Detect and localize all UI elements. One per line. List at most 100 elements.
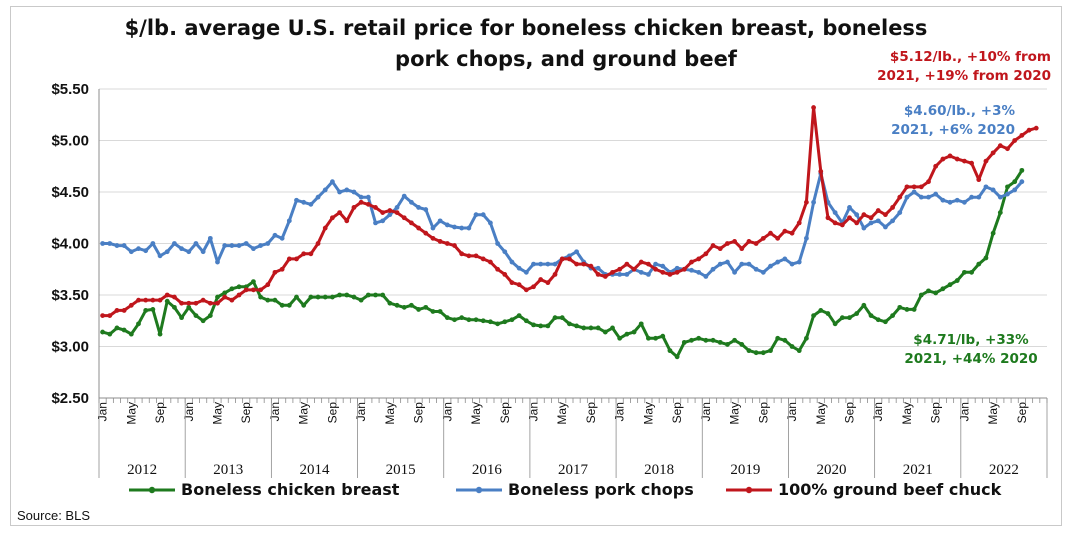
data-point <box>136 321 141 327</box>
data-point <box>272 232 278 238</box>
chart-title-line-2: pork chops, and ground beef <box>395 47 738 71</box>
data-point <box>315 241 321 246</box>
data-point <box>193 300 199 306</box>
data-point <box>940 156 946 162</box>
data-point <box>847 315 852 321</box>
data-point <box>236 284 242 290</box>
data-point <box>868 220 874 226</box>
data-point <box>279 302 285 308</box>
data-point <box>100 329 105 335</box>
y-tick-label: $5.00 <box>51 133 89 150</box>
data-point <box>236 243 242 248</box>
data-point <box>990 187 996 193</box>
data-point <box>401 304 407 310</box>
data-point <box>559 256 565 262</box>
data-point <box>897 194 903 200</box>
x-month-label: Jan <box>268 402 282 421</box>
data-point <box>818 308 824 313</box>
data-point <box>703 337 709 343</box>
data-point <box>574 261 579 267</box>
data-point <box>804 199 809 205</box>
data-point <box>574 323 579 329</box>
data-point <box>143 297 149 303</box>
series-line <box>102 169 1024 359</box>
data-point <box>595 265 601 271</box>
data-point <box>423 304 429 310</box>
data-point <box>983 158 989 164</box>
data-point <box>516 313 522 318</box>
data-point <box>294 294 299 300</box>
data-point <box>337 189 342 195</box>
data-point <box>136 297 141 303</box>
data-point <box>236 292 242 298</box>
x-month-label: May <box>469 402 483 425</box>
data-point <box>739 261 745 267</box>
data-point <box>753 241 759 246</box>
data-point <box>875 317 881 323</box>
data-point <box>811 105 816 110</box>
data-point <box>954 278 960 283</box>
data-point <box>466 317 472 323</box>
data-point <box>473 253 479 259</box>
data-point <box>832 210 838 216</box>
data-point <box>653 266 658 272</box>
data-point <box>121 243 127 248</box>
data-point <box>681 266 687 272</box>
data-point <box>976 177 982 183</box>
data-point <box>523 287 529 293</box>
data-point <box>1005 191 1010 197</box>
data-point <box>258 294 263 300</box>
data-point <box>617 272 623 277</box>
data-point <box>480 212 486 218</box>
data-point <box>164 292 170 298</box>
data-point <box>373 292 378 298</box>
data-point <box>322 187 328 193</box>
data-point <box>394 205 400 210</box>
data-point <box>969 160 974 166</box>
data-point <box>207 235 213 241</box>
data-point <box>416 205 421 210</box>
x-month-label: May <box>814 402 828 425</box>
data-point <box>610 269 615 275</box>
data-point <box>272 297 278 303</box>
data-point <box>286 302 292 308</box>
data-point <box>1019 132 1025 138</box>
data-point <box>638 321 644 327</box>
legend-marker <box>148 486 156 494</box>
data-point <box>301 199 307 205</box>
data-point <box>574 249 579 255</box>
data-point <box>437 218 443 224</box>
x-month-label: Sep <box>1015 402 1029 424</box>
data-point <box>638 269 644 275</box>
annotations: $5.12/lb., +10% from 2021, +19% from 2020… <box>877 49 1051 367</box>
data-point <box>215 259 220 265</box>
legend-label: 100% ground beef chuck <box>778 480 1002 499</box>
data-point <box>452 224 457 230</box>
data-point <box>854 220 860 226</box>
y-tick-label: $3.50 <box>51 287 89 304</box>
data-point <box>344 292 350 298</box>
data-point <box>638 259 644 265</box>
data-point <box>502 319 508 325</box>
data-point <box>653 335 658 341</box>
data-point <box>933 191 939 197</box>
data-point <box>380 292 386 298</box>
annotation-label: $4.60/lb., +3% <box>904 103 1016 119</box>
data-point <box>904 194 910 200</box>
data-point <box>401 193 407 199</box>
data-point <box>279 266 285 272</box>
x-month-label: Sep <box>325 402 339 424</box>
data-point <box>631 329 637 335</box>
data-point <box>308 251 314 257</box>
data-point <box>423 230 429 236</box>
data-point <box>351 294 357 300</box>
data-point <box>646 261 651 267</box>
data-point <box>251 279 256 285</box>
data-point <box>301 251 307 257</box>
x-year-label: 2014 <box>299 462 330 478</box>
data-point <box>875 208 881 213</box>
data-point <box>215 300 220 306</box>
data-point <box>516 282 522 288</box>
y-tick-label: $5.50 <box>51 81 89 98</box>
data-point <box>646 272 651 277</box>
